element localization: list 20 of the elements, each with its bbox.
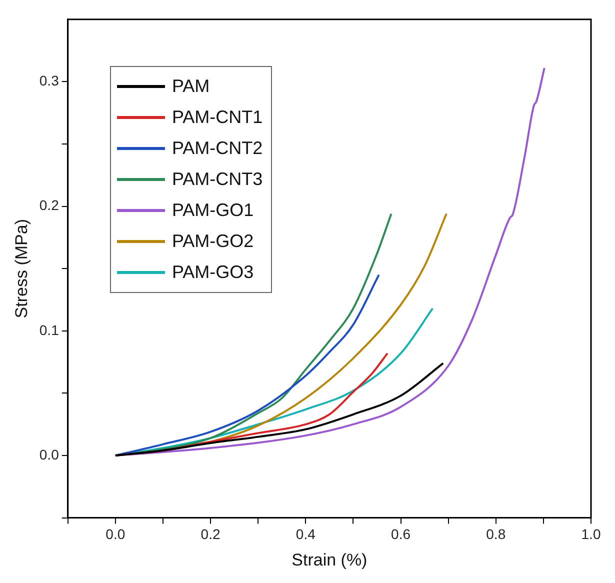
legend-label: PAM-GO1 <box>172 200 254 221</box>
x-tick-label: 0.6 <box>391 526 411 542</box>
line-series <box>114 362 444 456</box>
y-tick-label: 0.3 <box>39 72 60 89</box>
legend-label: PAM-CNT1 <box>172 107 263 128</box>
y-tick-label: 0.2 <box>39 197 60 214</box>
x-tick-label: 0.0 <box>106 526 126 542</box>
x-axis-title: Strain (%) <box>292 550 368 570</box>
legend-label: PAM-CNT2 <box>172 138 263 159</box>
x-tick-label: 0.8 <box>486 526 506 542</box>
legend-label: PAM <box>172 76 210 97</box>
x-tick-label: 0.4 <box>296 526 316 542</box>
y-axis-title: Stress (MPa) <box>12 219 31 318</box>
x-tick-label: 0.2 <box>200 526 220 542</box>
y-tick-label: 0.0 <box>39 446 60 462</box>
x-tick-label: 1.0 <box>581 526 601 542</box>
legend-label: PAM-CNT3 <box>172 169 263 190</box>
y-tick-label: 0.1 <box>39 322 60 338</box>
legend-label: PAM-GO3 <box>172 262 254 283</box>
legend-label: PAM-GO2 <box>172 231 254 252</box>
